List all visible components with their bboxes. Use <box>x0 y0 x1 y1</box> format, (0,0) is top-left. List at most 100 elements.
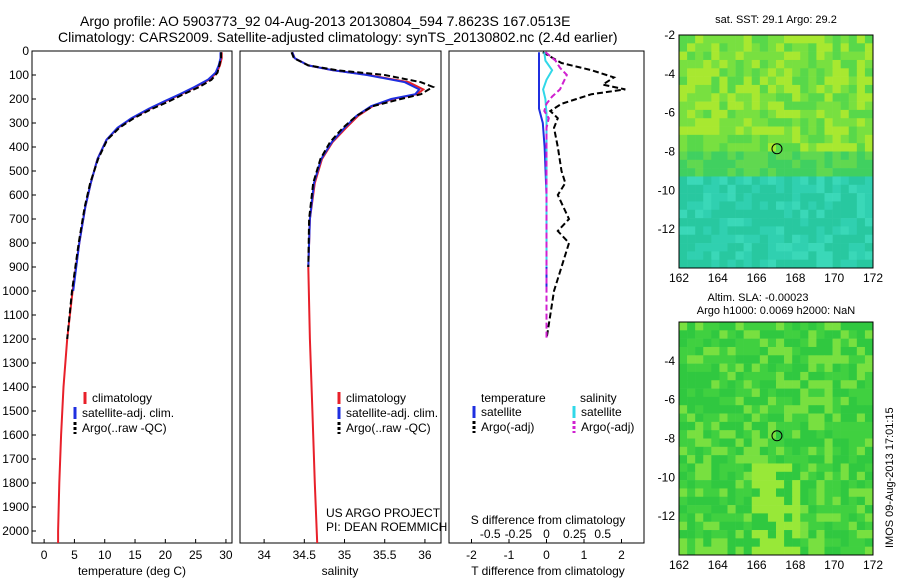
heatmap-cell <box>776 430 785 439</box>
heatmap-cell <box>776 226 785 236</box>
heatmap-cell <box>776 68 785 77</box>
title-line-1: Argo profile: AO 5903773_92 04-Aug-2013 … <box>80 13 570 29</box>
heatmap-cell <box>848 143 858 152</box>
heatmap-cell <box>703 322 712 331</box>
heatmap-cell <box>743 322 753 331</box>
heatmap-cell <box>727 101 736 111</box>
heatmap-cell <box>687 446 696 456</box>
temperature-legend: climatology satellite-adj. clim. Argo(..… <box>73 391 174 435</box>
heatmap-cell <box>808 209 817 219</box>
heatmap-cell <box>792 243 801 252</box>
heatmap-cell <box>856 330 866 339</box>
depth-tick-label: 1500 <box>2 404 29 418</box>
heatmap-cell <box>792 521 801 531</box>
heatmap-cell <box>711 101 720 111</box>
heatmap-cell <box>711 176 720 186</box>
heatmap-cell <box>711 168 720 177</box>
heatmap-cell <box>864 388 874 398</box>
sst-map-panel: sat. SST: 29.1 Argo: 29.2 162 164 166 168 17… <box>658 14 884 285</box>
heatmap-cell <box>695 488 704 498</box>
heatmap-cell <box>816 363 825 373</box>
heatmap-cell <box>864 330 874 339</box>
heatmap-cell <box>751 363 761 373</box>
heatmap-cell <box>784 546 793 556</box>
heatmap-cell <box>824 355 833 364</box>
heatmap-cell <box>792 209 801 219</box>
heatmap-cell <box>767 355 777 364</box>
heatmap-cell <box>824 59 833 69</box>
heatmap-cell <box>751 388 761 398</box>
heatmap-cell <box>695 151 704 161</box>
heatmap-cell <box>767 530 777 539</box>
heatmap-cell <box>848 330 858 339</box>
sst-heatmap <box>679 35 874 269</box>
heatmap-cell <box>864 421 874 431</box>
heatmap-cell <box>687 193 696 202</box>
heatmap-cell <box>808 151 817 161</box>
heatmap-cell <box>711 330 720 339</box>
heatmap-cell <box>784 184 793 194</box>
heatmap-cell <box>679 201 688 211</box>
heatmap-cell <box>864 530 874 539</box>
heatmap-cell <box>776 101 785 111</box>
heatmap-cell <box>727 159 736 169</box>
heatmap-cell <box>679 330 688 339</box>
heatmap-cell <box>808 430 817 439</box>
heatmap-cell <box>824 521 833 531</box>
heatmap-cell <box>695 234 704 244</box>
heatmap-cell <box>687 505 696 514</box>
heatmap-cell <box>784 51 793 61</box>
heatmap-cell <box>864 84 874 94</box>
heatmap-cell <box>816 201 825 211</box>
heatmap-cell <box>695 209 704 219</box>
heatmap-cell <box>776 488 785 498</box>
heatmap-cell <box>679 168 688 177</box>
heatmap-cell <box>743 371 753 381</box>
heatmap-cell <box>719 405 728 414</box>
latitude-tick-label: -4 <box>664 67 675 81</box>
x-tick-label: 15 <box>128 548 142 562</box>
heatmap-cell <box>848 413 858 423</box>
heatmap-cell <box>792 226 801 236</box>
heatmap-cell <box>840 93 850 102</box>
heatmap-cell <box>767 251 777 260</box>
heatmap-cell <box>864 430 874 439</box>
heatmap-cell <box>808 380 817 389</box>
heatmap-cell <box>751 413 761 423</box>
heatmap-cell <box>759 76 769 86</box>
heatmap-cell <box>767 538 777 547</box>
heatmap-cell <box>759 338 769 348</box>
heatmap-cell <box>719 546 728 556</box>
heatmap-cell <box>679 446 688 456</box>
heatmap-cell <box>792 59 801 69</box>
heatmap-cell <box>767 438 777 448</box>
difference-legend: temperature salinity satellite Argo(-adj… <box>472 391 634 434</box>
heatmap-cell <box>735 396 744 406</box>
heatmap-cell <box>832 338 841 348</box>
heatmap-cell <box>864 101 874 111</box>
heatmap-cell <box>767 513 777 523</box>
heatmap-cell <box>679 388 688 398</box>
heatmap-cell <box>776 43 785 52</box>
heatmap-cell <box>711 118 720 127</box>
heatmap-cell <box>840 338 850 348</box>
heatmap-cell <box>759 35 769 44</box>
longitude-tick-label: 172 <box>863 558 883 572</box>
heatmap-cell <box>743 355 753 364</box>
heatmap-cell <box>824 513 833 523</box>
heatmap-cell <box>848 201 858 211</box>
heatmap-cell <box>784 396 793 406</box>
heatmap-cell <box>808 251 817 260</box>
heatmap-cell <box>816 338 825 348</box>
heatmap-cell <box>679 438 688 448</box>
heatmap-cell <box>816 480 825 489</box>
heatmap-cell <box>759 201 769 211</box>
heatmap-cell <box>824 330 833 339</box>
heatmap-cell <box>703 480 712 489</box>
heatmap-cell <box>776 405 785 414</box>
argo-position-marker <box>771 143 783 155</box>
heatmap-cell <box>767 118 777 127</box>
heatmap-cell <box>864 471 874 481</box>
heatmap-cell <box>784 168 793 177</box>
heatmap-cell <box>784 446 793 456</box>
